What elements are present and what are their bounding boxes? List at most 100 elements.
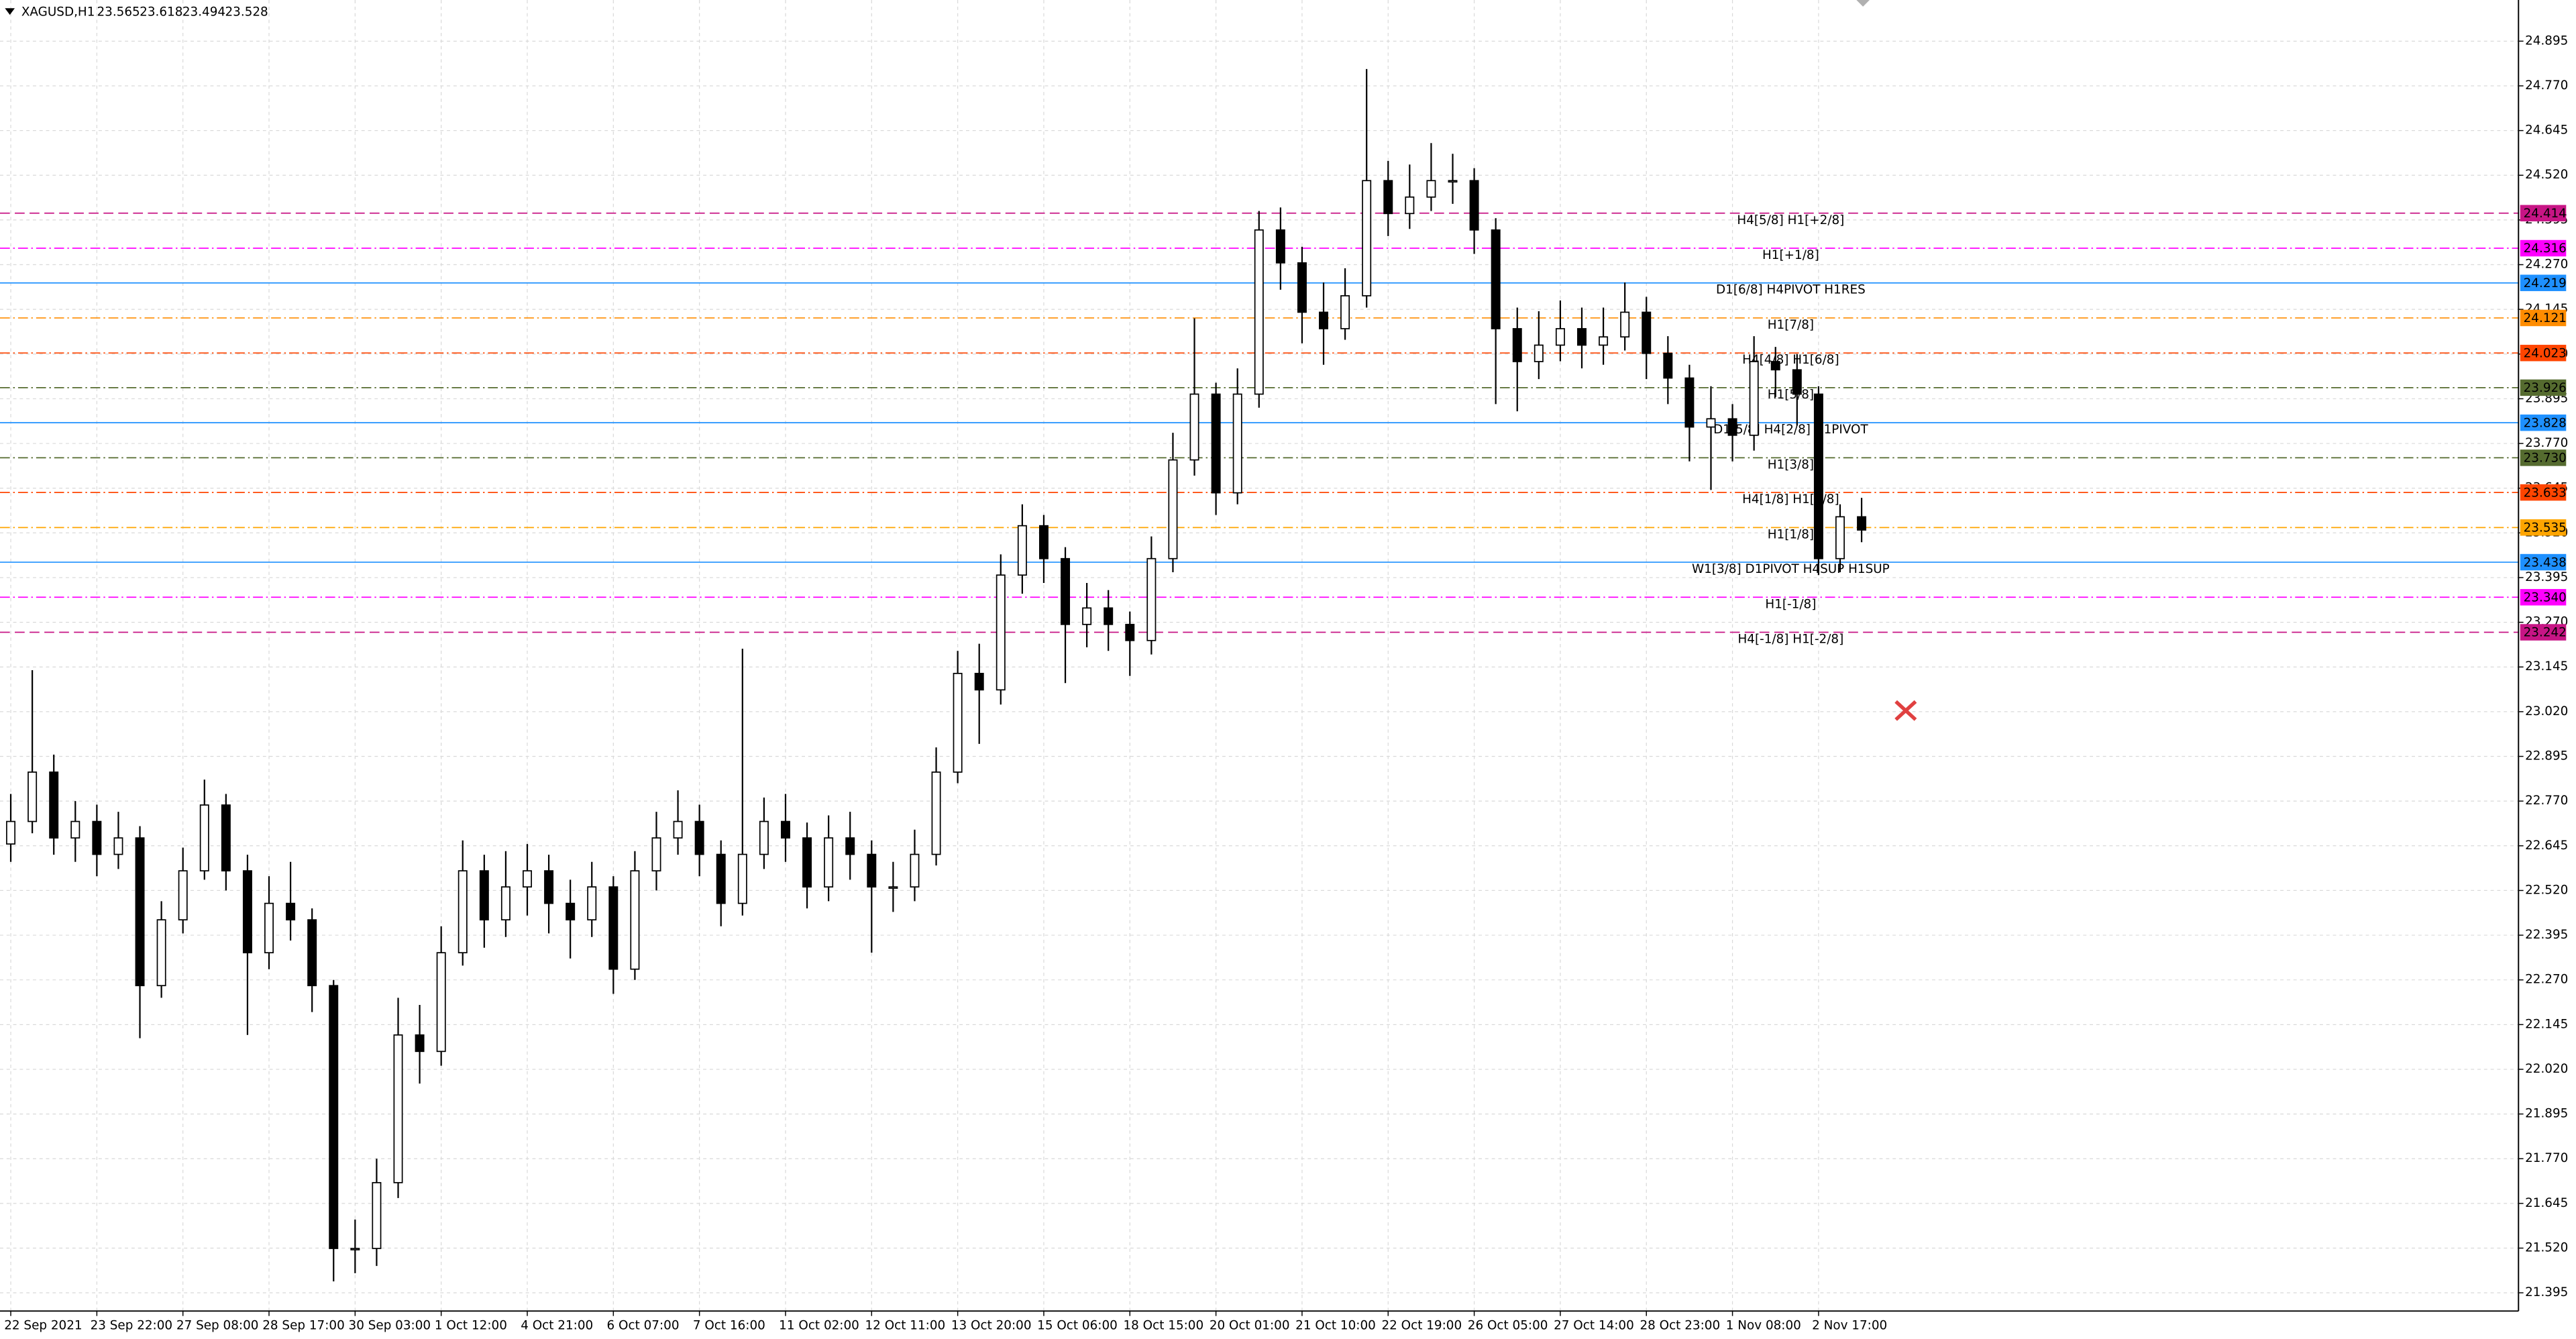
y-tick-label: 23.770 [2525, 436, 2568, 450]
y-tick-label: 21.770 [2525, 1151, 2568, 1165]
candle-body [199, 804, 209, 871]
candle-body [630, 870, 640, 970]
x-tick-label: 20 Oct 01:00 [1210, 1318, 1290, 1332]
candle-body [1168, 459, 1178, 559]
price-box-label: 23.633 [2524, 486, 2567, 500]
y-tick-label: 21.520 [2525, 1241, 2568, 1255]
candle-body [888, 886, 898, 889]
x-tick-label: 23 Sep 22:00 [91, 1318, 173, 1332]
candle-body [716, 853, 726, 904]
candle-body [1749, 361, 1759, 436]
candle-body [1706, 418, 1716, 428]
close-mark-stroke[interactable] [1894, 700, 1917, 721]
candle-body [996, 574, 1006, 691]
x-tick-label: 6 Oct 07:00 [607, 1318, 680, 1332]
x-tick-label: 26 Oct 05:00 [1468, 1318, 1548, 1332]
candle-body [1792, 369, 1802, 395]
level-label: H1[-1/8] [1765, 597, 1816, 611]
price-box-label: 23.730 [2524, 451, 2567, 466]
price-box-label: 24.316 [2524, 242, 2567, 256]
menu-arrow[interactable] [5, 8, 15, 15]
candle-body [1362, 180, 1372, 297]
y-tick-label: 23.145 [2525, 659, 2568, 674]
price-box-label: 23.828 [2524, 416, 2567, 430]
candle-body [1448, 180, 1458, 183]
price-box [2520, 309, 2567, 327]
price-box [2520, 553, 2567, 571]
candle-body [608, 886, 619, 970]
candle-body [1835, 516, 1845, 559]
candle-body [1620, 311, 1630, 338]
candle-body [1491, 229, 1501, 329]
candle-body [1684, 377, 1695, 428]
price-box-label: 23.926 [2524, 381, 2567, 395]
candle-body [1104, 607, 1114, 625]
price-box-label: 24.121 [2524, 311, 2567, 325]
x-tick-label: 27 Oct 14:00 [1554, 1318, 1634, 1332]
candle-body [1599, 336, 1609, 346]
x-tick-label: 13 Oct 20:00 [951, 1318, 1032, 1332]
candle-body [1383, 180, 1393, 215]
candle-body [28, 771, 38, 822]
candles [6, 68, 1867, 1282]
x-tick-label: 7 Oct 16:00 [693, 1318, 765, 1332]
x-tick-label: 11 Oct 02:00 [779, 1318, 859, 1332]
shift-marker[interactable] [1856, 0, 1870, 7]
price-box [2520, 205, 2567, 222]
candle-body [651, 837, 661, 871]
candle-body [1426, 180, 1436, 198]
candle-body [1125, 623, 1135, 641]
y-tick-label: 21.645 [2525, 1196, 2568, 1210]
x-tick-label: 1 Nov 08:00 [1726, 1318, 1801, 1332]
x-tick-label: 1 Oct 12:00 [435, 1318, 507, 1332]
candle-body [1189, 393, 1199, 461]
candle-body [1340, 295, 1350, 329]
level-label: H1[3/8] [1768, 458, 1814, 472]
candle-body [1211, 393, 1221, 494]
candle-body [458, 870, 468, 954]
candle-body [1469, 180, 1479, 231]
candle-body [759, 820, 769, 855]
candle-body [1254, 229, 1264, 395]
grid [0, 0, 2519, 1311]
symbol-title: XAGUSD,H1 [21, 5, 95, 19]
y-tick-label: 24.770 [2525, 78, 2568, 93]
candle-body [178, 870, 188, 920]
quote-close: 23.528 [225, 5, 268, 19]
candle-body [415, 1034, 425, 1053]
candle-body [523, 870, 532, 888]
candle-body [113, 837, 123, 855]
price-box [2520, 589, 2567, 606]
candle-body [1405, 196, 1415, 215]
candle-body [1512, 328, 1522, 362]
candle-body [156, 919, 166, 987]
x-tick-label: 28 Sep 17:00 [262, 1318, 345, 1332]
candle-body [780, 820, 790, 839]
x-tick-label: 15 Oct 06:00 [1037, 1318, 1118, 1332]
candle-body [1555, 328, 1565, 346]
price-box [2520, 274, 2567, 291]
price-box-label: 23.242 [2524, 626, 2567, 640]
price-box [2520, 379, 2567, 396]
level-label: H1[+1/8] [1762, 248, 1819, 262]
price-box-label: 24.023 [2524, 346, 2567, 360]
x-tick-label: 4 Oct 21:00 [521, 1318, 593, 1332]
y-tick-label: 22.395 [2525, 928, 2568, 942]
close-mark[interactable] [1894, 700, 1917, 721]
candle-body [372, 1182, 382, 1249]
y-tick-label: 23.395 [2525, 570, 2568, 584]
candle-body [566, 902, 576, 920]
price-box [2520, 414, 2567, 431]
candle-body [264, 902, 274, 954]
candle-body [910, 853, 920, 888]
candle-body [1038, 525, 1049, 559]
price-boxes: 24.414 24.316 24.219 24.121 24.023 23.926 23.8… [2520, 205, 2567, 641]
price-box [2520, 239, 2567, 257]
price-box [2520, 624, 2567, 641]
level-label: H1[1/8] [1768, 527, 1814, 541]
candle-body [221, 804, 231, 871]
level-label: H4[1/8] H1[2/8] [1742, 492, 1839, 506]
y-tick-label: 22.520 [2525, 883, 2568, 897]
level-label: H4[-1/8] H1[-2/8] [1737, 633, 1843, 647]
